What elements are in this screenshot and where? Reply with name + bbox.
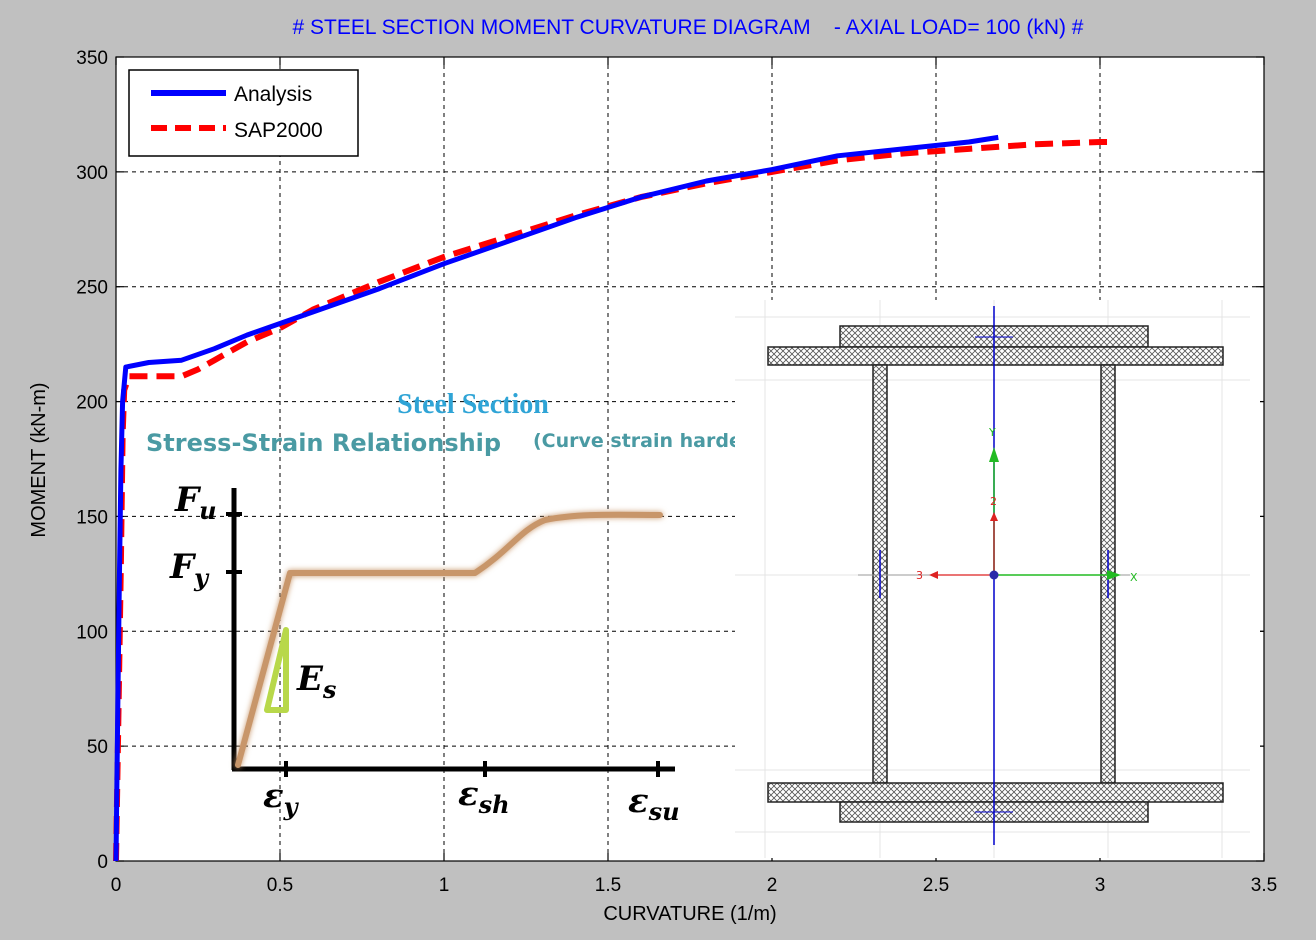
global-y-arrowhead: [989, 447, 999, 462]
chart-title: # STEEL SECTION MOMENT CURVATURE DIAGRAM…: [293, 16, 1084, 39]
inset-section-drawing: Y X 2 3: [735, 300, 1260, 858]
inset-subtitle-note: (Curve strain hardening): [533, 430, 798, 452]
inset-stress-strain: Steel Section Stress-Strain Relationship…: [146, 389, 798, 826]
global-y-label: Y: [988, 426, 996, 439]
inset-stress-strain-curve: [235, 511, 663, 768]
x-tick-label: 0.5: [267, 875, 293, 896]
top-flange: [767, 346, 1224, 366]
x-tick-label: 3: [1095, 875, 1106, 896]
x-tick-label: 0: [111, 875, 122, 896]
legend: Analysis SAP2000: [128, 69, 359, 157]
y-tick-label: 50: [87, 737, 108, 758]
global-x-arrowhead: [1107, 570, 1121, 580]
inset-title: Steel Section: [397, 389, 549, 420]
global-x-label: X: [1130, 571, 1138, 584]
series-group: [113, 134, 1110, 862]
y-tick-label: 200: [76, 393, 108, 414]
local-3-label: 3: [916, 569, 923, 582]
inset-label-fu: Fu: [174, 480, 217, 525]
y-tick-label: 250: [76, 278, 108, 299]
inset-modulus-triangle: [264, 627, 289, 713]
section-panel: [735, 300, 1260, 858]
inset-label-eps-su: εsu: [628, 781, 680, 826]
tick-labels: 0 0.5 1 1.5 2 2.5 3 3.5 0 50 100 150 200 250 300 350: [76, 48, 1277, 896]
x-tick-label: 1.5: [595, 875, 621, 896]
y-tick-label: 300: [76, 163, 108, 184]
inset-label-es: Es: [296, 659, 337, 704]
x-axis-label: CURVATURE (1/m): [603, 903, 776, 925]
legend-label-sap2000: SAP2000: [234, 119, 323, 142]
inset-label-eps-y: εy: [263, 776, 300, 821]
x-tick-label: 2: [767, 875, 778, 896]
x-tick-label: 3.5: [1251, 875, 1277, 896]
series-line-analysis: [113, 134, 999, 862]
local-2-label: 2: [990, 495, 997, 508]
legend-box: [128, 69, 359, 157]
y-axis-label: MOMENT (kN-m): [28, 382, 50, 537]
section-centroid: [989, 570, 999, 580]
inset-label-fy: Fy: [169, 547, 210, 592]
y-tick-label: 100: [76, 622, 108, 643]
x-tick-label: 1: [439, 875, 450, 896]
local-3-arrowhead: [929, 571, 938, 579]
x-tick-label: 2.5: [923, 875, 949, 896]
y-tick-label: 0: [97, 852, 108, 873]
legend-label-analysis: Analysis: [234, 83, 312, 106]
local-2-arrowhead: [990, 512, 998, 521]
inset-label-eps-sh: εsh: [458, 774, 510, 819]
y-tick-label: 350: [76, 48, 108, 69]
bottom-flange: [767, 782, 1224, 803]
inset-subtitle: Stress-Strain Relationship: [146, 429, 501, 457]
y-tick-label: 150: [76, 507, 108, 528]
